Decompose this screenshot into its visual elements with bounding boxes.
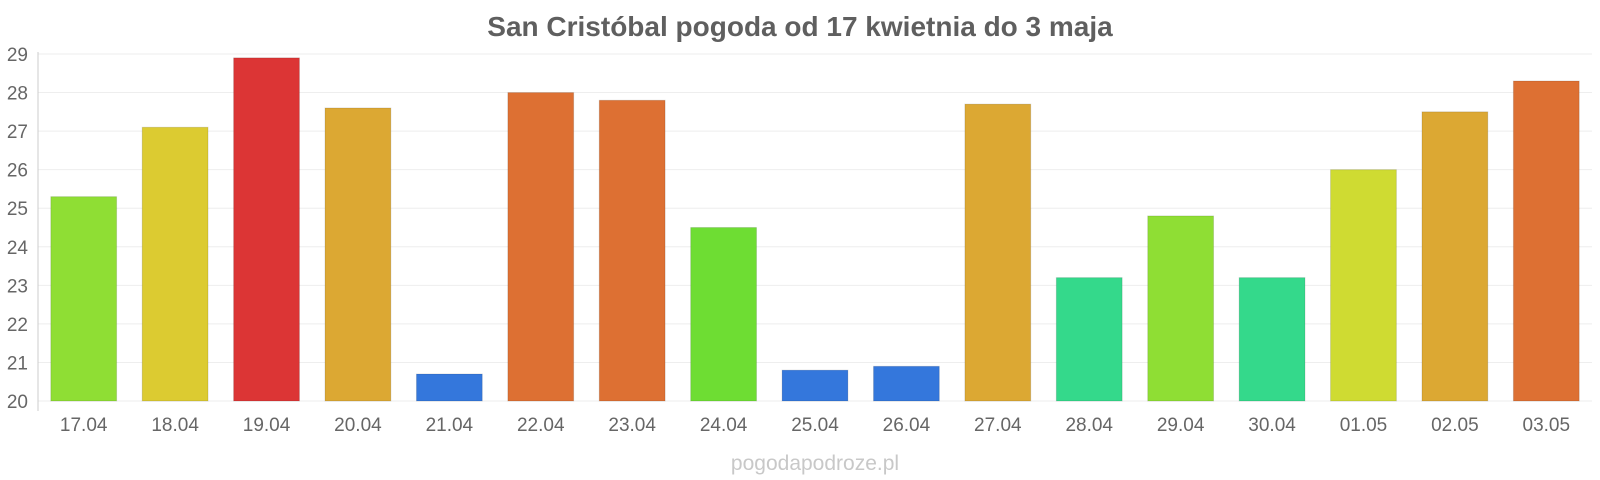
x-tick-label: 20.04 <box>334 415 382 436</box>
bar <box>233 57 300 402</box>
bar <box>507 92 575 402</box>
x-tick-label: 22.04 <box>517 415 565 436</box>
y-tick-label: 22 <box>7 315 28 336</box>
bar <box>690 227 757 402</box>
y-tick-label: 24 <box>7 238 29 259</box>
bar <box>598 99 666 402</box>
bar <box>1147 215 1215 402</box>
bar <box>50 196 118 402</box>
x-tick-label: 23.04 <box>608 415 656 436</box>
watermark: pogodapodroze.pl <box>731 452 899 475</box>
x-tick-label: 19.04 <box>243 415 291 436</box>
y-tick-label: 20 <box>7 392 28 413</box>
bar <box>964 103 1032 402</box>
y-tick-label: 25 <box>7 199 28 220</box>
bar <box>141 126 209 402</box>
bars <box>50 57 1580 402</box>
x-tick-label: 24.04 <box>700 415 748 436</box>
bar <box>1055 277 1123 402</box>
x-tick-label: 27.04 <box>974 415 1022 436</box>
x-tick-label: 26.04 <box>883 415 931 436</box>
x-tick-label: 29.04 <box>1157 415 1205 436</box>
x-tick-label: 03.05 <box>1523 415 1571 436</box>
bar <box>1238 277 1306 402</box>
y-tick-label: 23 <box>7 276 28 297</box>
bar <box>1421 111 1489 402</box>
x-tick-label: 28.04 <box>1065 415 1113 436</box>
y-tick-label: 29 <box>7 45 28 66</box>
y-axis-ticks: 20 21 22 23 24 25 26 27 28 29 <box>7 45 29 413</box>
y-tick-label: 28 <box>7 84 28 105</box>
chart-title: San Cristóbal pogoda od 17 kwietnia do 3… <box>487 11 1113 42</box>
y-tick-label: 26 <box>7 161 28 182</box>
bar <box>324 107 392 402</box>
bar <box>781 369 849 402</box>
bar <box>1512 80 1580 402</box>
y-tick-label: 27 <box>7 122 28 143</box>
x-tick-label: 25.04 <box>791 415 839 436</box>
bar <box>873 365 940 402</box>
x-tick-label: 01.05 <box>1340 415 1388 436</box>
x-tick-label: 30.04 <box>1248 415 1296 436</box>
bar <box>1330 169 1397 402</box>
x-tick-label: 02.05 <box>1431 415 1479 436</box>
x-tick-label: 17.04 <box>60 415 108 436</box>
bar <box>415 373 483 402</box>
x-tick-label: 21.04 <box>426 415 474 436</box>
x-axis-ticks: 17.04 18.04 19.04 20.04 21.04 22.04 23.04 24.04… <box>60 415 1570 436</box>
x-tick-label: 18.04 <box>151 415 199 436</box>
y-tick-label: 21 <box>7 353 28 374</box>
